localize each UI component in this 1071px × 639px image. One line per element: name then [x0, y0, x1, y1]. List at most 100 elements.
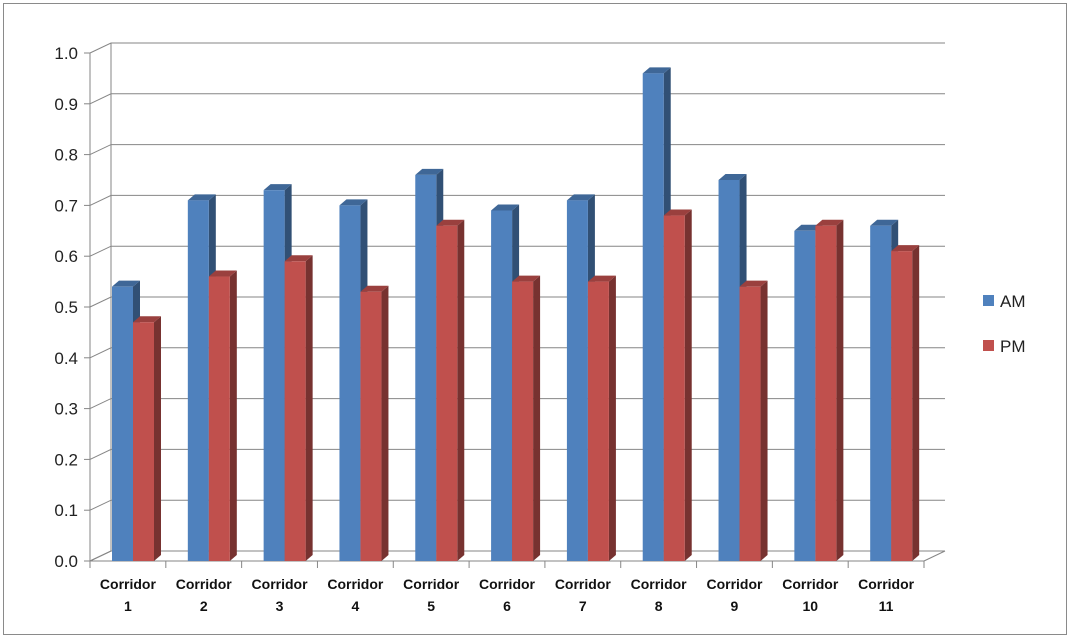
y-tick-label: 0.6 [54, 247, 78, 266]
bar-top [739, 280, 768, 287]
x-tick-label: Corridor [858, 576, 915, 592]
x-tick-label: Corridor [479, 576, 536, 592]
bar-front [891, 251, 913, 561]
legend-label-am: AM [1000, 292, 1026, 311]
bar-top [436, 219, 465, 226]
bar-front [566, 200, 588, 561]
gridline [89, 144, 945, 156]
x-tick-label: Corridor [252, 576, 309, 592]
bar-front [491, 210, 513, 562]
y-tick-label: 0.0 [54, 552, 78, 571]
bar-pm [133, 316, 161, 561]
bar-pm [587, 275, 616, 561]
bar-front [815, 225, 837, 561]
bar-pm [739, 280, 768, 561]
x-tick-label: 6 [503, 598, 511, 614]
y-tick-label: 0.9 [54, 95, 78, 114]
bar-top [891, 245, 920, 252]
bar-pm [436, 219, 465, 561]
bar-side [457, 219, 465, 561]
legend: AM PM [983, 292, 1026, 356]
bar-side [533, 275, 541, 561]
gridline [89, 93, 945, 105]
bar-front [870, 225, 892, 561]
bar-top [187, 194, 216, 201]
bar-side [836, 219, 844, 561]
bar-front [360, 291, 382, 561]
bar-top [566, 194, 595, 201]
x-tick-label: Corridor [327, 576, 384, 592]
y-tick-label: 0.2 [54, 450, 78, 469]
bar-side [305, 255, 313, 561]
bar-side [608, 275, 616, 561]
y-tick-label: 1.0 [54, 44, 78, 63]
bar-side [229, 270, 237, 561]
bar-top [512, 275, 541, 282]
bar-front [587, 281, 609, 561]
x-tick-label: 7 [579, 598, 587, 614]
x-tick-label: 4 [351, 598, 359, 614]
chart-area: 0.0 0.1 0.2 0.3 0.4 0.5 0.6 0.7 0.8 0.9 1.0 Corrid… [3, 3, 1067, 635]
bar-top [491, 204, 520, 211]
bar-front [663, 215, 685, 561]
bar-side [760, 280, 768, 561]
gridline [89, 194, 945, 206]
bar-front [794, 230, 816, 562]
x-tick-label: 9 [731, 598, 739, 614]
bar-front [112, 286, 133, 561]
bar-top [642, 67, 671, 74]
floor-right-edge [923, 550, 946, 562]
x-tick-label: 5 [427, 598, 435, 614]
x-tick-label: Corridor [403, 576, 460, 592]
x-tick-label: 2 [200, 598, 208, 614]
bar-front [284, 261, 306, 561]
bar-top [718, 174, 747, 180]
legend-swatch-am [983, 295, 994, 306]
bar-side [154, 316, 161, 561]
x-tick-label: 1 [124, 598, 132, 614]
x-tick-label: Corridor [782, 576, 839, 592]
bar-top [263, 184, 292, 191]
y-axis-ticks: 0.0 0.1 0.2 0.3 0.4 0.5 0.6 0.7 0.8 0.9 1.0 [54, 44, 90, 571]
bar-front [415, 174, 437, 562]
bar-pm [891, 245, 920, 561]
bar-front [718, 180, 740, 561]
bar-top [587, 275, 616, 282]
gridline [89, 42, 945, 54]
x-axis-ticks: Corridor 1 Corridor 2 Corridor 3 Corridor 4 Corr… [89, 561, 925, 614]
bar-chart: 0.0 0.1 0.2 0.3 0.4 0.5 0.6 0.7 0.8 0.9 1.0 Corrid… [54, 42, 1026, 614]
y-tick-label: 0.7 [54, 196, 78, 215]
bar-front [263, 190, 285, 561]
bar-front [208, 276, 230, 561]
bar-pm [815, 219, 844, 561]
bar-top [112, 280, 140, 287]
bar-pm [208, 270, 237, 561]
bar-front [436, 225, 458, 561]
bar-top [208, 270, 237, 277]
bar-top [284, 255, 313, 262]
bar-pm [360, 285, 389, 561]
bar-front [739, 286, 761, 561]
bar-front [133, 322, 154, 561]
x-tick-label: 11 [879, 598, 894, 614]
bar-side [684, 209, 692, 561]
y-tick-label: 0.3 [54, 400, 78, 419]
y-tick-label: 0.5 [54, 298, 78, 317]
bar-front [642, 73, 664, 561]
x-tick-label: Corridor [706, 576, 763, 592]
y-tick-label: 0.4 [54, 349, 78, 368]
bar-side [381, 285, 389, 561]
bars [112, 67, 920, 562]
bar-top [870, 219, 899, 226]
y-tick-label: 0.1 [54, 501, 78, 520]
bar-top [339, 199, 368, 206]
x-tick-label: Corridor [176, 576, 233, 592]
x-tick-label: 3 [276, 598, 284, 614]
bar-top [415, 168, 444, 175]
bar-top [360, 285, 389, 292]
bar-pm [512, 275, 541, 561]
x-tick-label: Corridor [555, 576, 612, 592]
legend-label-pm: PM [1000, 337, 1026, 356]
bar-front [187, 200, 209, 561]
bar-top [663, 209, 692, 216]
